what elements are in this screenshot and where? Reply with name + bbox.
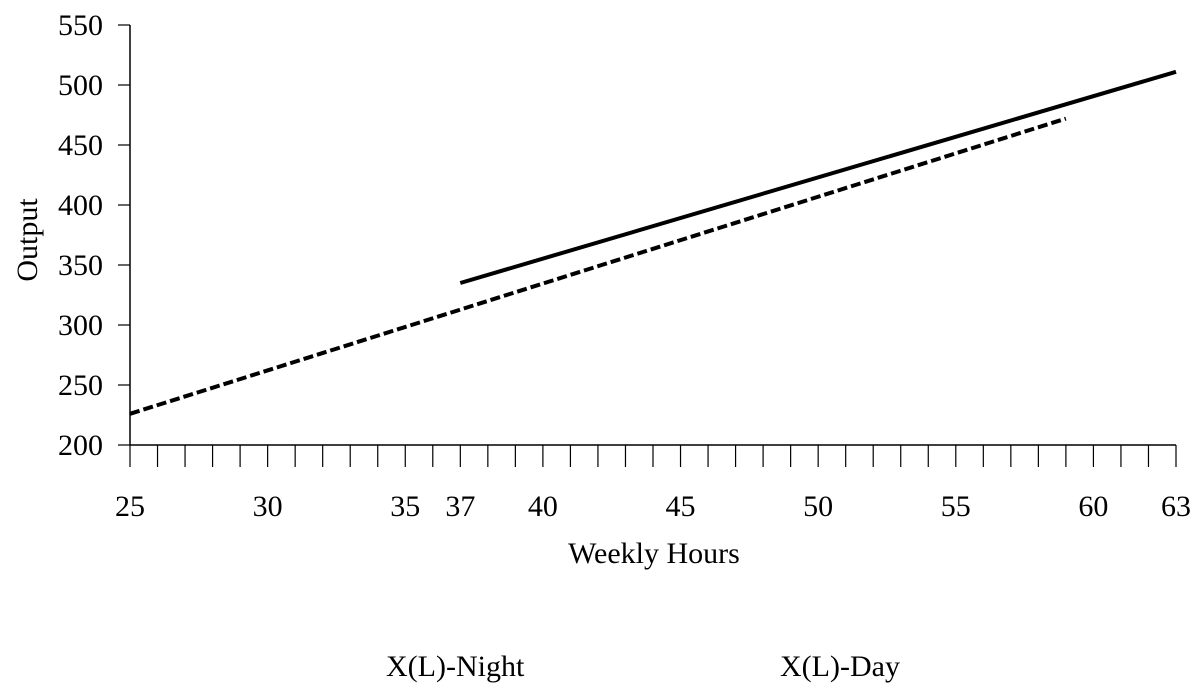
x-tick-label: 25 xyxy=(115,490,145,523)
y-tick-label: 450 xyxy=(58,129,103,162)
axes xyxy=(129,25,1176,446)
series-line-night xyxy=(459,69,1177,285)
y-tick-label: 550 xyxy=(58,9,103,42)
x-tick-label: 37 xyxy=(445,490,475,523)
legend-label-day: X(L)-Day xyxy=(780,650,900,683)
y-tick-label: 350 xyxy=(58,249,103,282)
x-tick-label: 50 xyxy=(803,490,833,523)
x-tick-label: 63 xyxy=(1161,490,1191,523)
x-tick-label: 45 xyxy=(666,490,696,523)
y-tick-label: 200 xyxy=(58,429,103,462)
x-tick-label: 55 xyxy=(941,490,971,523)
y-tick-label: 500 xyxy=(58,69,103,102)
y-tick-label: 400 xyxy=(58,189,103,222)
x-axis-title: Weekly Hours xyxy=(568,537,740,570)
legend: X(L)-Night X(L)-Day xyxy=(386,650,900,683)
series-layer xyxy=(129,69,1177,416)
x-tick-label: 40 xyxy=(528,490,558,523)
x-tick-label: 30 xyxy=(253,490,283,523)
series-line-day xyxy=(129,116,1067,416)
y-axis-ticks: 200 250 300 350 400 450 500 550 xyxy=(58,9,130,462)
x-tick-label: 35 xyxy=(390,490,420,523)
x-tick-label: 60 xyxy=(1078,490,1108,523)
y-axis-title: Output xyxy=(11,198,44,282)
y-tick-label: 300 xyxy=(58,309,103,342)
legend-label-night: X(L)-Night xyxy=(386,650,525,683)
x-axis-ticks: 25 30 35 37 40 45 50 55 60 63 xyxy=(115,445,1191,523)
y-tick-label: 250 xyxy=(58,369,103,402)
